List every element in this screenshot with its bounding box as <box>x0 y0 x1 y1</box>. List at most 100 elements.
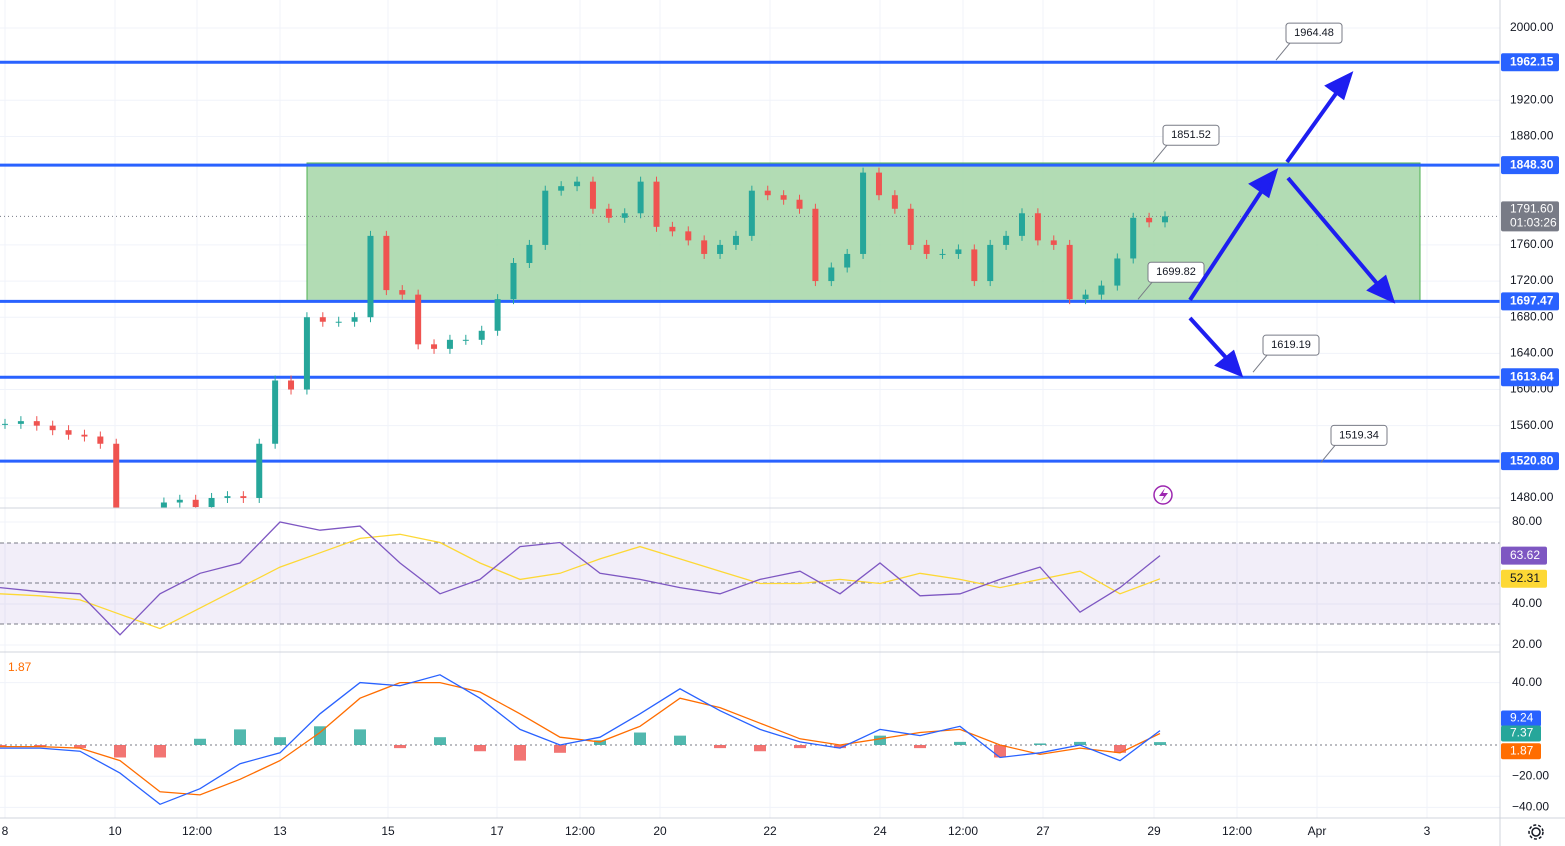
level-label-box <box>1501 156 1559 175</box>
macd-histogram-bar <box>34 745 46 747</box>
macd-histogram-bar <box>1034 743 1046 745</box>
candle <box>446 339 453 349</box>
arrow <box>1286 176 1382 289</box>
price-tick-label: 2000.00 <box>1510 20 1554 34</box>
time-label: 13 <box>273 824 287 838</box>
callout: 1519.34 <box>1320 424 1388 463</box>
callout-tail <box>1252 354 1268 373</box>
candle <box>796 199 803 209</box>
macd-histogram-bar <box>0 745 6 747</box>
callout-label: 1964.48 <box>1294 27 1334 39</box>
arrow <box>1285 86 1342 164</box>
macd-histogram-bar <box>914 745 926 749</box>
macd-histogram-bar <box>74 745 86 749</box>
macd-signal-label-box <box>1501 725 1541 742</box>
candle <box>256 443 263 498</box>
candle <box>224 496 231 498</box>
candle <box>748 190 755 236</box>
price-tick-label: 1920.00 <box>1510 92 1554 106</box>
candle <box>113 443 120 508</box>
candle <box>288 380 295 390</box>
candle <box>780 195 787 200</box>
level-label: 1520.80 <box>1510 453 1554 467</box>
candle <box>33 421 40 426</box>
candle <box>510 262 517 300</box>
candle <box>955 249 962 254</box>
arrow-head <box>1214 349 1244 378</box>
candle <box>669 226 676 232</box>
macd-histogram-bar <box>314 726 326 745</box>
time-label: 27 <box>1036 824 1050 838</box>
macd-histogram-bar <box>594 740 606 745</box>
macd-histogram-bar <box>874 735 886 745</box>
time-label: 17 <box>490 824 504 838</box>
candle <box>176 499 183 503</box>
candle <box>1114 258 1121 286</box>
last-price-label: 1791.60 <box>1510 202 1554 216</box>
callout-box <box>1162 124 1220 146</box>
candle <box>208 497 215 508</box>
macd-histogram-bar <box>714 745 726 749</box>
macd-header-value: 1.87 <box>8 660 32 674</box>
candle <box>605 208 612 218</box>
candle <box>1146 217 1153 223</box>
candle <box>558 186 565 191</box>
macd-histogram-bar <box>954 741 966 745</box>
macd-histogram-bar <box>194 738 206 745</box>
time-label: 12:00 <box>182 824 212 838</box>
countdown-label: 01:03:26 <box>1510 216 1557 230</box>
macd-line <box>0 674 1161 806</box>
candle <box>574 181 581 187</box>
candle <box>160 502 167 508</box>
callout-box <box>1262 334 1320 356</box>
macd-signal-label: 7.37 <box>1510 726 1534 740</box>
callout-tail <box>1137 281 1153 300</box>
callout: 1964.48 <box>1275 22 1343 61</box>
macd-histogram-bar <box>394 745 406 749</box>
candle <box>49 425 56 431</box>
candle <box>351 317 358 322</box>
price-tick-label: 1560.00 <box>1510 418 1554 432</box>
rsi-ma-label: 52.31 <box>1510 571 1540 585</box>
arrow <box>1188 316 1232 364</box>
callout-tail <box>1320 445 1336 463</box>
macd-histogram-bar <box>234 729 246 745</box>
candle <box>860 172 867 254</box>
candle <box>97 436 104 444</box>
price-tick-label: 1480.00 <box>1510 490 1554 504</box>
rsi-tick-label: 80.00 <box>1512 514 1542 528</box>
candle <box>907 208 914 245</box>
candle <box>494 299 501 331</box>
arrow-head <box>1248 168 1279 199</box>
arrow <box>1188 184 1267 302</box>
candle <box>192 499 199 508</box>
candle <box>844 253 851 268</box>
candle <box>1034 213 1041 241</box>
settings-icon[interactable] <box>1528 824 1544 840</box>
level-label-box <box>1501 292 1559 311</box>
macd-hist-label: 1.87 <box>1510 743 1534 757</box>
price-tick-label: 1760.00 <box>1510 237 1554 251</box>
candle <box>1130 217 1137 259</box>
candle <box>462 339 469 341</box>
level-label: 1697.47 <box>1510 294 1554 308</box>
candle <box>1050 240 1057 245</box>
macd-histogram-bar <box>434 737 446 745</box>
candle <box>891 195 898 209</box>
level-label-box <box>1501 53 1559 72</box>
last-price-box <box>1501 201 1559 232</box>
event-icon[interactable] <box>1153 485 1173 505</box>
macd-value-label: 9.24 <box>1510 711 1534 725</box>
macd-tick-label: 40.00 <box>1512 675 1542 689</box>
candle <box>637 181 644 214</box>
time-label: 12:00 <box>1222 824 1252 838</box>
candle <box>701 240 708 254</box>
macd-histogram-bar <box>994 745 1006 758</box>
price-tick-label: 1880.00 <box>1510 129 1554 143</box>
time-label: Apr <box>1308 824 1327 838</box>
macd-tick-label: −40.00 <box>1512 800 1549 814</box>
callout-label: 1851.52 <box>1171 129 1211 141</box>
candle <box>526 244 533 263</box>
callout: 1851.52 <box>1152 124 1220 163</box>
